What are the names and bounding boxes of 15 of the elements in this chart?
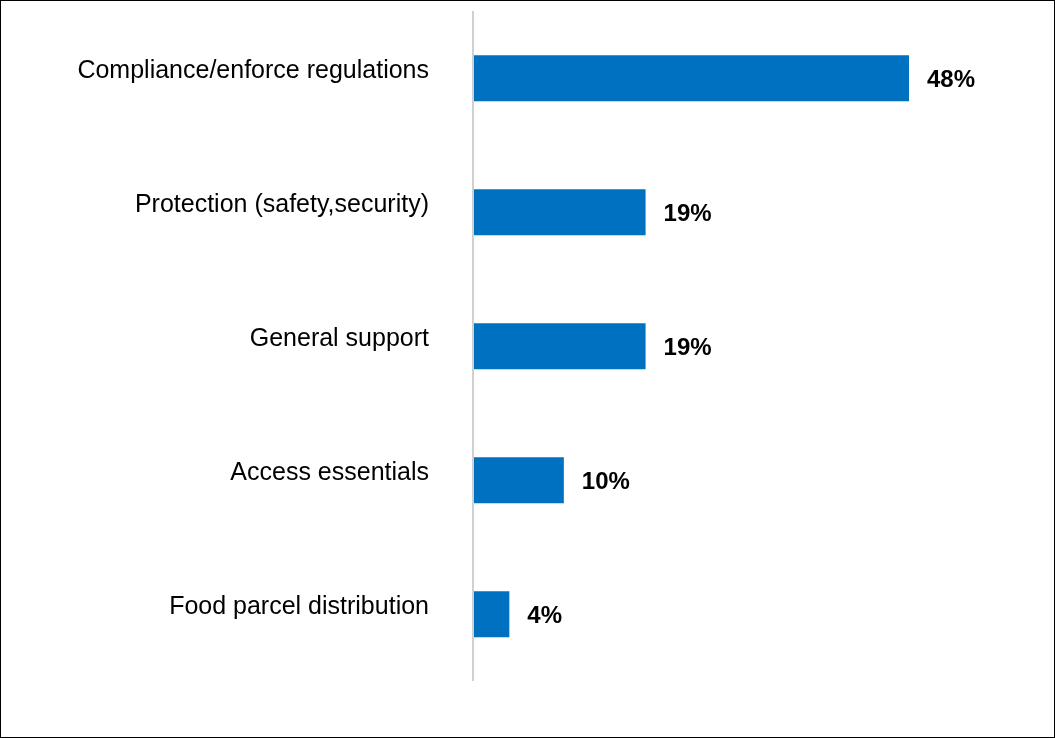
data-label: 4% — [527, 600, 563, 628]
y-tick-label: Protection (safety,security) — [134, 189, 429, 217]
y-tick-label: General support — [249, 323, 430, 351]
data-label: 19% — [663, 332, 712, 360]
bar — [473, 457, 564, 504]
bar — [473, 189, 646, 236]
y-tick-label: Access essentials — [230, 457, 429, 485]
bar — [473, 591, 510, 638]
bar — [473, 55, 909, 102]
y-tick-label: Food parcel distribution — [169, 591, 429, 619]
data-label: 48% — [927, 64, 976, 92]
data-label: 19% — [663, 198, 712, 226]
data-label: 10% — [581, 466, 630, 494]
y-tick-label: Compliance/enforce regulations — [77, 55, 429, 83]
bar — [473, 323, 646, 370]
